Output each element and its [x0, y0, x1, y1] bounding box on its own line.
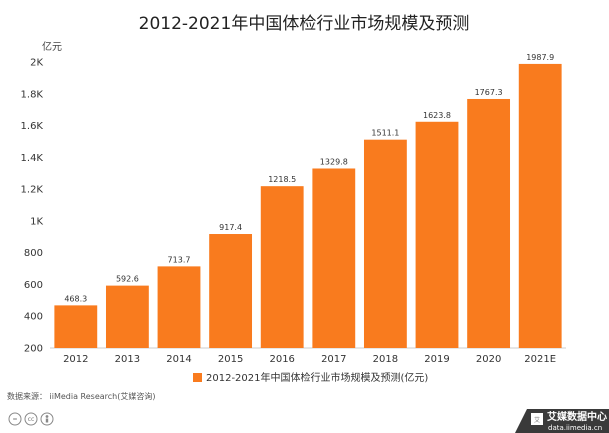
- y-tick-label: 1.2K: [21, 185, 44, 196]
- bar-value-label: 468.3: [64, 294, 87, 303]
- bar: [209, 234, 253, 348]
- x-tick-label: 2012: [63, 354, 88, 365]
- source-text: 数据来源： iiMedia Research(艾媒咨询): [7, 391, 156, 401]
- y-tick-label: 1.4K: [21, 153, 44, 164]
- bar-value-label: 1329.8: [320, 157, 348, 166]
- x-tick-label: 2018: [373, 354, 398, 365]
- license-icons: = cc: [8, 412, 54, 426]
- legend-label: 2012-2021年中国体检行业市场规模及预测(亿元): [206, 371, 428, 384]
- bar-value-label: 713.7: [168, 255, 191, 264]
- x-tick-label: 2019: [424, 354, 449, 365]
- bar-value-label: 917.4: [219, 223, 242, 232]
- y-tick-label: 2K: [30, 58, 43, 69]
- bar: [312, 168, 356, 348]
- x-tick-label: 2015: [218, 354, 243, 365]
- x-tick-label: 2017: [321, 354, 346, 365]
- svg-text:艾: 艾: [534, 416, 540, 424]
- x-axis: 2012 2013 2014 2015 2016 2017 2018 2019 2020 2021…: [63, 354, 556, 365]
- creative-commons-icon: [24, 412, 38, 426]
- brand-logo: 艾 艾媒数据中心 data.iimedia.cn: [515, 409, 609, 433]
- equals-icon: [8, 412, 22, 426]
- brand-main: 艾媒数据中心: [547, 410, 607, 423]
- bar: [260, 186, 304, 348]
- bar: [467, 98, 511, 348]
- bar: [415, 121, 459, 348]
- bar-series: [54, 63, 562, 349]
- legend-swatch: [193, 373, 202, 382]
- bar-value-label: 1218.5: [268, 175, 296, 184]
- y-tick-label: 800: [24, 248, 43, 259]
- data-labels: 468.3 592.6 713.7 917.4 1218.5 1329.8 1511.1 16…: [64, 53, 554, 303]
- bar-value-label: 1623.8: [423, 111, 451, 120]
- x-tick-label: 2016: [269, 354, 294, 365]
- svg-text:=: =: [12, 416, 17, 423]
- brand-sub: data.iimedia.cn: [548, 424, 602, 432]
- y-tick-label: 1.6K: [21, 121, 44, 132]
- bar: [518, 63, 562, 349]
- x-tick-label: 2020: [476, 354, 501, 365]
- x-tick-label: 2014: [166, 354, 191, 365]
- y-tick-label: 200: [24, 344, 43, 355]
- bar: [105, 285, 149, 348]
- chart-title: 2012-2021年中国体检行业市场规模及预测: [139, 14, 470, 34]
- y-axis-unit: 亿元: [42, 40, 62, 53]
- y-tick-label: 1.8K: [21, 89, 44, 100]
- y-tick-label: 400: [24, 312, 43, 323]
- x-tick-label: 2021E: [524, 354, 556, 365]
- svg-text:cc: cc: [28, 416, 35, 423]
- bar-value-label: 1511.1: [371, 129, 399, 138]
- x-tick-label: 2013: [115, 354, 140, 365]
- brand-mark-icon: [531, 413, 543, 425]
- bar-value-label: 1767.3: [475, 88, 503, 97]
- bar: [54, 305, 98, 348]
- attribution-icon: [40, 412, 54, 426]
- y-tick-label: 600: [24, 280, 43, 291]
- bar: [363, 139, 407, 348]
- y-axis: 200 400 600 800 1K 1.2K 1.4K 1.6K 1.8K 2K: [21, 58, 44, 355]
- y-tick-label: 1K: [30, 216, 43, 227]
- bar-value-label: 592.6: [116, 275, 139, 284]
- legend: 2012-2021年中国体检行业市场规模及预测(亿元): [193, 371, 428, 384]
- bar: [157, 266, 201, 348]
- bar-value-label: 1987.9: [526, 53, 554, 62]
